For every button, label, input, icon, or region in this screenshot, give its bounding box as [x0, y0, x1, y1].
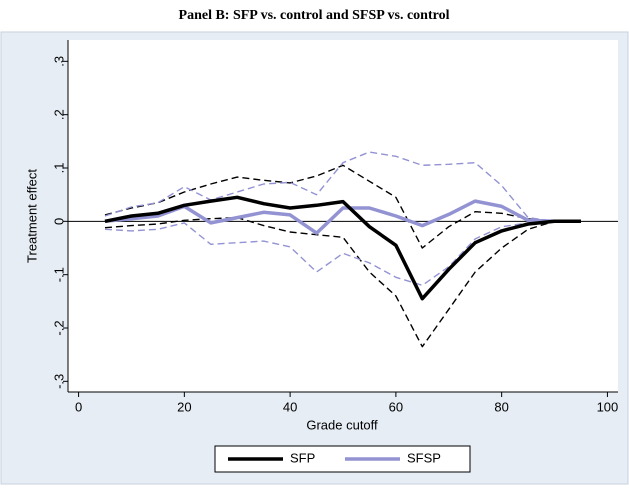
confidence-line: [104, 151, 581, 222]
x-tick-label: 60: [389, 399, 403, 414]
confidence-line: [104, 164, 581, 249]
x-tick-label: 20: [177, 399, 191, 414]
x-tick-label: 40: [283, 399, 297, 414]
y-tick-label: -.1: [51, 267, 66, 282]
y-axis-label: Treatment effect: [24, 169, 39, 263]
confidence-line: [104, 220, 581, 286]
y-tick-label: -.2: [51, 320, 66, 335]
confidence-line: [104, 216, 581, 348]
x-tick-label: 80: [494, 399, 508, 414]
y-tick-label: 0: [51, 218, 66, 225]
x-tick-label: 0: [75, 399, 82, 414]
x-tick-label: 100: [597, 399, 619, 414]
legend-label: SFSP: [407, 450, 441, 465]
y-tick-label: .3: [51, 56, 66, 67]
legend-label: SFP: [290, 450, 315, 465]
x-axis-label: Grade cutoff: [306, 417, 378, 432]
y-tick-label: .1: [51, 163, 66, 174]
chart-title: Panel B: SFP vs. control and SFSP vs. co…: [179, 8, 450, 23]
series-line: [104, 195, 581, 301]
y-tick-label: -.3: [51, 374, 66, 389]
y-tick-label: .2: [51, 109, 66, 120]
